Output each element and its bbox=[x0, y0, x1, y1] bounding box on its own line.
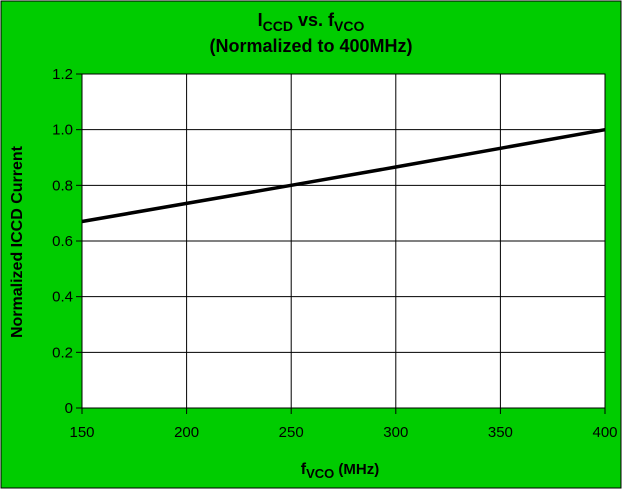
axis-ticks: 150 200 250 300 350 400 0 0.2 0.4 0.6 0.8 1.0 1.2 bbox=[52, 66, 617, 441]
x-tick-label: 200 bbox=[174, 424, 199, 441]
grid bbox=[81, 73, 606, 409]
series-group bbox=[81, 127, 606, 224]
x-tick-label: 250 bbox=[279, 424, 304, 441]
y-tick-label: 0.4 bbox=[52, 289, 73, 306]
x-axis-label: fVCO (MHz) bbox=[301, 461, 380, 481]
series-line bbox=[81, 127, 606, 224]
x-axis-label-unit: (MHz) bbox=[334, 461, 379, 478]
y-tick-label: 1.2 bbox=[52, 66, 73, 83]
title-main: I bbox=[258, 10, 263, 30]
y-axis-label: Normalized ICCD Current bbox=[9, 145, 26, 338]
title-mid-subscript: VCO bbox=[334, 18, 364, 34]
chart-title-line1: ICCD vs. fVCO bbox=[258, 10, 365, 34]
x-tick-label: 350 bbox=[488, 424, 513, 441]
y-tick-label: 0 bbox=[65, 400, 73, 417]
x-axis-label-subscript: VCO bbox=[306, 466, 334, 481]
title-mid: vs. f bbox=[293, 10, 335, 30]
y-tick-label: 0.6 bbox=[52, 233, 73, 250]
y-tick-label: 1.0 bbox=[52, 122, 73, 139]
x-axis-label-main: f bbox=[301, 461, 307, 478]
title-main-subscript: CCD bbox=[263, 18, 293, 34]
x-tick-label: 150 bbox=[69, 424, 94, 441]
y-tick-label: 0.8 bbox=[52, 177, 73, 194]
x-tick-label: 300 bbox=[383, 424, 408, 441]
x-tick-label: 400 bbox=[592, 424, 617, 441]
chart-title-line2: (Normalized to 400MHz) bbox=[209, 36, 412, 56]
y-tick-label: 0.2 bbox=[52, 344, 73, 361]
